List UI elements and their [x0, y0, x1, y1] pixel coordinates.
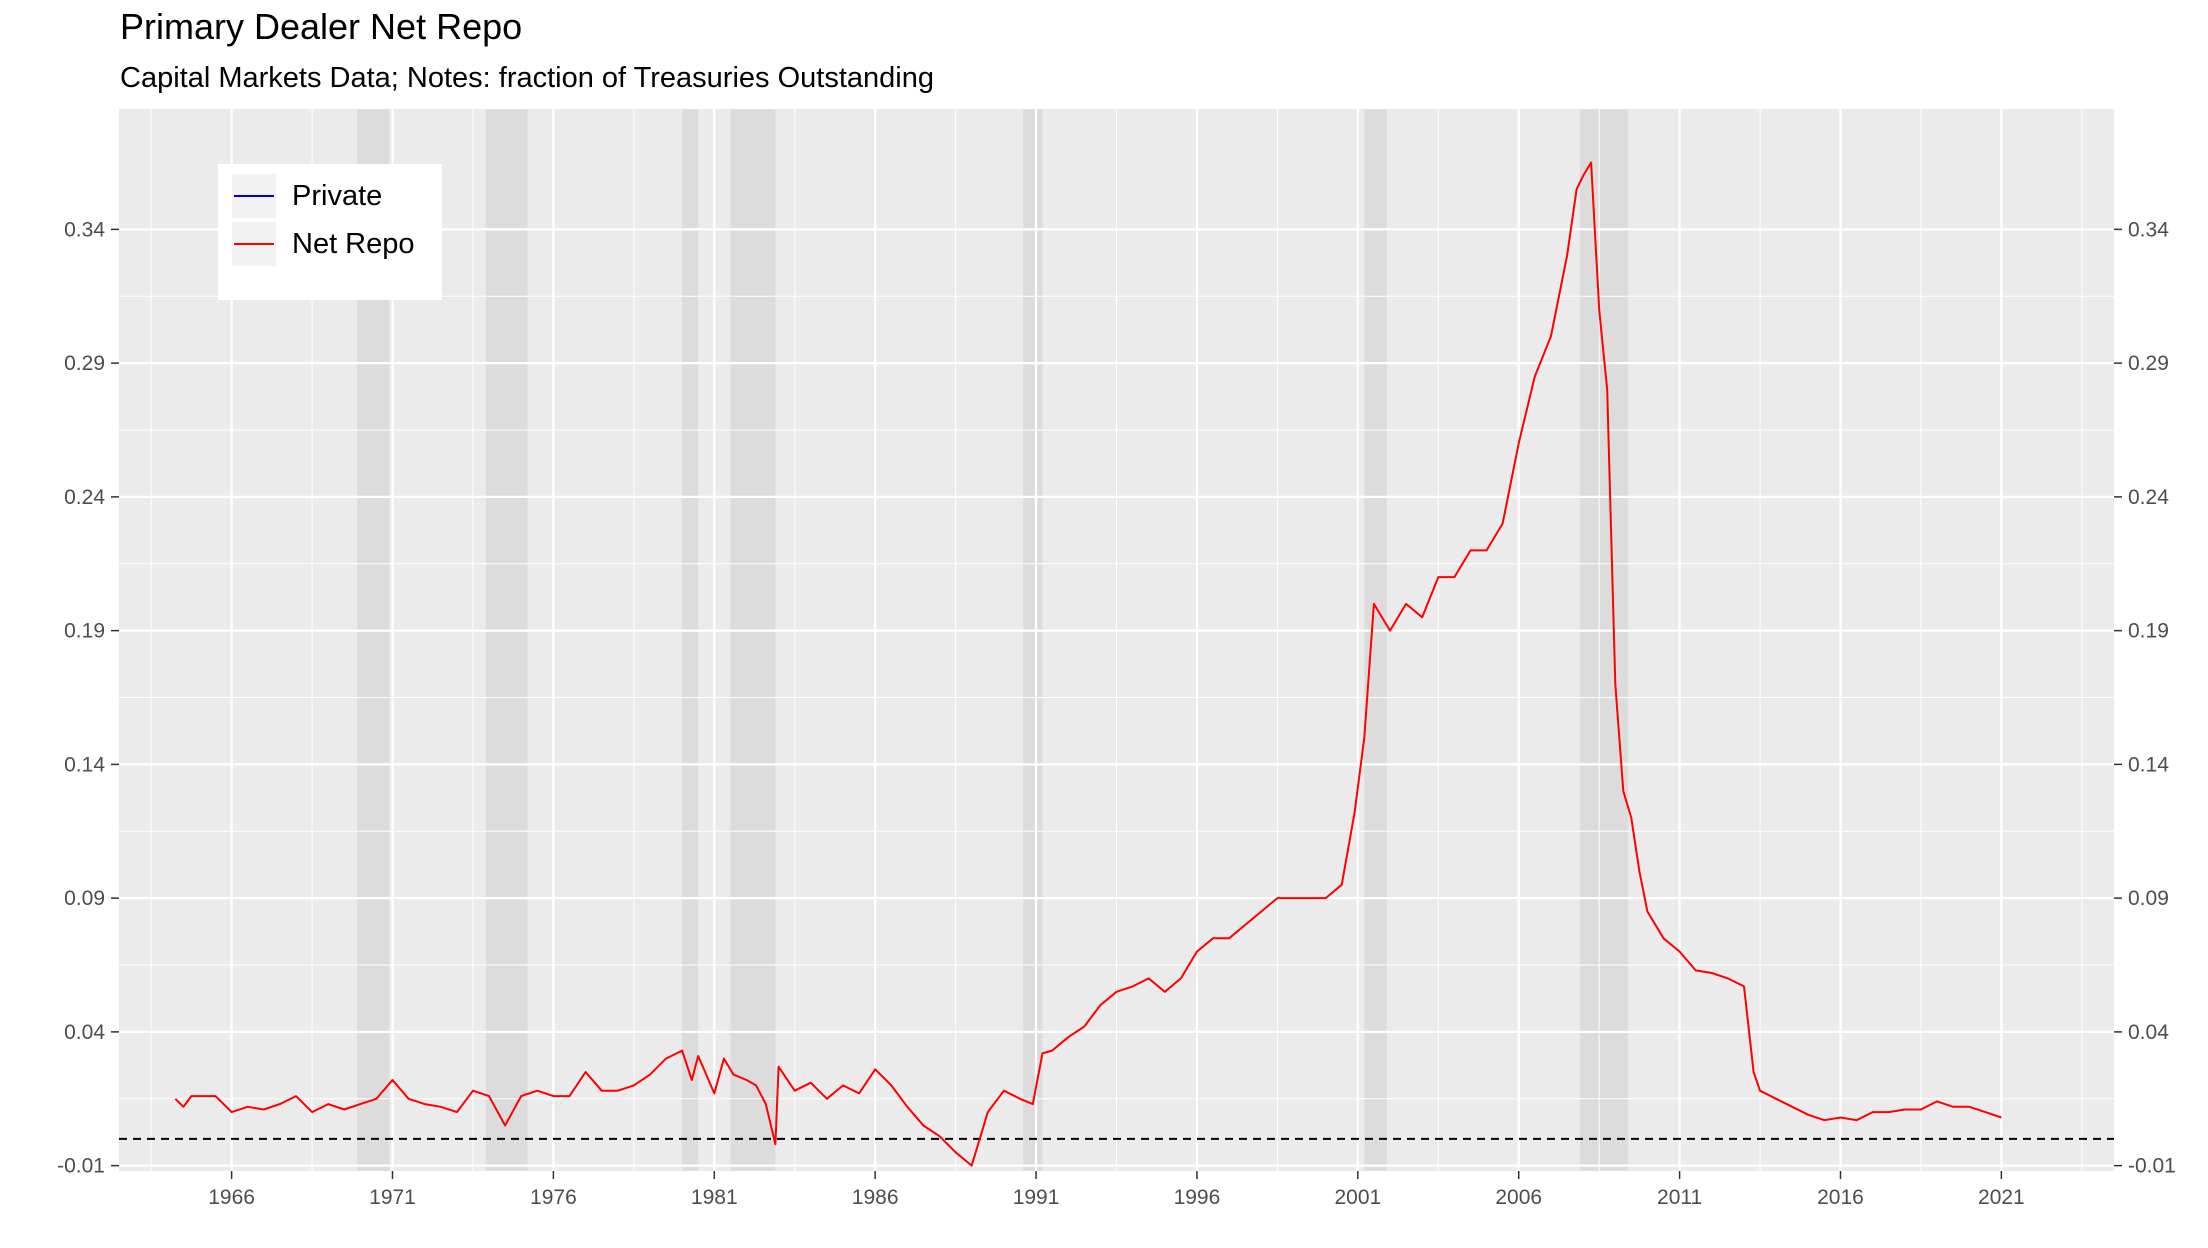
x-tick-label: 1981 — [691, 1186, 738, 1209]
gridlines — [119, 109, 2114, 1171]
x-tick-label: 1986 — [852, 1186, 899, 1209]
recession-band-6 — [1579, 109, 1629, 1171]
x-tick-label: 2001 — [1334, 1186, 1381, 1209]
x-tick-label: 1991 — [1013, 1186, 1060, 1209]
y-tick-label-left: 0.29 — [64, 352, 105, 375]
legend-label: Private — [292, 180, 382, 212]
y-tick-label-right: 0.24 — [2128, 486, 2169, 509]
chart-title: Primary Dealer Net Repo — [120, 6, 523, 47]
x-tick-label: 2016 — [1817, 1186, 1864, 1209]
x-tick-label: 2006 — [1495, 1186, 1542, 1209]
legend: Private Net Repo — [218, 164, 442, 300]
y-tick-label-right: 0.29 — [2128, 352, 2169, 375]
x-tick-label: 2011 — [1657, 1186, 1702, 1209]
recession-band-3 — [730, 109, 776, 1171]
recession-band-4 — [1023, 109, 1043, 1171]
chart-subtitle: Capital Markets Data; Notes: fraction of… — [120, 62, 934, 94]
y-tick-label-right: -0.01 — [2128, 1155, 2176, 1178]
recession-band-1 — [485, 109, 528, 1171]
x-tick-label: 1966 — [208, 1186, 255, 1209]
y-tick-label-left: 0.24 — [64, 486, 105, 509]
y-tick-label-left: 0.09 — [64, 887, 105, 910]
y-tick-label-right: 0.19 — [2128, 620, 2169, 643]
y-tick-label-left: 0.34 — [64, 218, 105, 241]
series-line-net-repo — [174, 161, 2002, 1167]
x-tick-label: 1996 — [1174, 1186, 1221, 1209]
y-axis-left: -0.01 0.04 0.09 0.14 0.19 0.24 0.29 0.34 — [57, 218, 119, 1178]
recession-band-2 — [682, 109, 699, 1171]
x-tick-label: 2021 — [1978, 1186, 2025, 1209]
legend-label: Net Repo — [292, 228, 415, 260]
y-tick-label-left: -0.01 — [57, 1155, 105, 1178]
recession-band-5 — [1364, 109, 1387, 1171]
y-tick-label-right: 0.14 — [2128, 753, 2169, 776]
y-tick-label-left: 0.14 — [64, 753, 105, 776]
y-tick-label-right: 0.04 — [2128, 1021, 2169, 1044]
y-tick-label-left: 0.04 — [64, 1021, 105, 1044]
y-axis-right: -0.01 0.04 0.09 0.14 0.19 0.24 0.29 0.34 — [2114, 218, 2176, 1178]
x-axis: 1966 1971 1976 1981 1986 1991 1996 2001 2006 2011… — [208, 1171, 2025, 1209]
y-tick-label-left: 0.19 — [64, 620, 105, 643]
x-tick-label: 1976 — [530, 1186, 577, 1209]
x-tick-label: 1971 — [369, 1186, 416, 1209]
y-tick-label-right: 0.34 — [2128, 218, 2169, 241]
series-layer — [174, 161, 2002, 1167]
y-tick-label-right: 0.09 — [2128, 887, 2169, 910]
